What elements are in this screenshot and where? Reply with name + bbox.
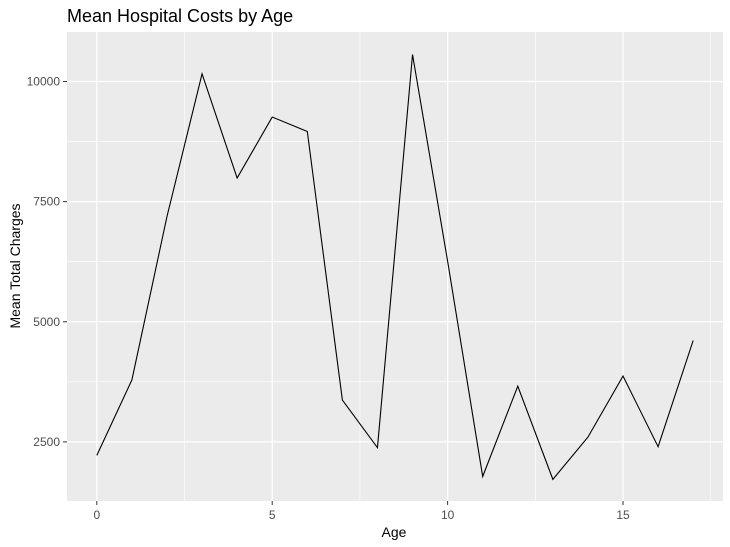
panel-background [67,32,723,501]
major-gridlines [67,32,723,501]
y-axis-title: Mean Total Charges [7,203,23,328]
y-axis-tick-labels: 2500 5000 7500 10000 [27,74,61,448]
x-tick-label: 5 [269,508,276,522]
x-tick-label: 15 [616,508,630,522]
minor-gridlines [67,32,723,501]
series-line [96,54,694,481]
y-tick-label: 10000 [27,74,61,88]
y-tick-label: 7500 [33,195,60,209]
y-tick-label: 5000 [33,315,60,329]
chart-title: Mean Hospital Costs by Age [67,6,293,26]
y-axis-ticks [63,80,67,443]
x-axis-title: Age [382,524,407,540]
x-tick-label: 0 [93,508,100,522]
y-tick-label: 2500 [33,435,60,449]
x-axis-ticks [96,501,624,505]
x-axis-tick-labels: 0 5 10 15 [93,508,630,522]
x-tick-label: 10 [441,508,455,522]
